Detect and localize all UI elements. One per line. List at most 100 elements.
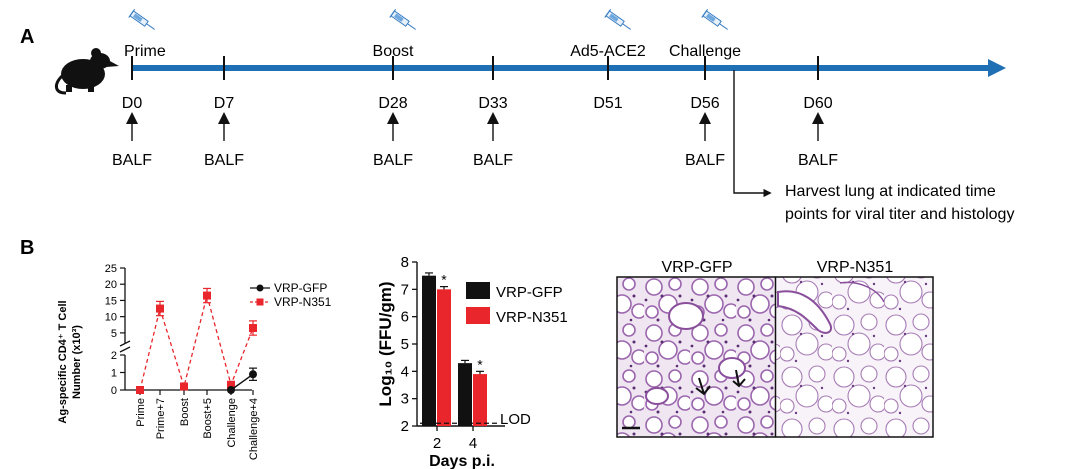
- bar-legend-vrp-gfp: VRP-GFP: [496, 284, 563, 301]
- day-label: D60: [803, 95, 832, 112]
- line-ytick-label: 15: [105, 295, 117, 307]
- point-vrp-n351: [136, 386, 144, 394]
- line-ytick-label: 25: [105, 263, 117, 275]
- histology-label-right: VRP-N351: [817, 259, 894, 276]
- syringe-icon: [389, 8, 416, 30]
- timeline-events: Prime Boost Ad5-ACE2 Challenge: [124, 8, 741, 60]
- event-label: Prime: [124, 43, 166, 60]
- line-chart-yticks: 5 10 15 20 25 0 1 2: [105, 263, 125, 397]
- timeline-arrowhead: [988, 59, 1006, 77]
- bar-legend-swatch-vrp-n351: [466, 307, 490, 324]
- day-label: D56: [690, 95, 719, 112]
- event-label: Ad5-ACE2: [570, 43, 646, 60]
- bar-chart-yticks: 2 3 4 5 6 7 8: [401, 254, 417, 435]
- bar-ytick-label: 4: [401, 363, 409, 380]
- line-xtick-label: Prime+7: [155, 398, 167, 439]
- line-ytick-label: 5: [111, 328, 117, 340]
- bar-chart-legend: VRP-GFP VRP-N351: [466, 282, 568, 326]
- timeline-days: D0 BALF D7 BALF D28 BALF D33 BALF D51 D56 BALF D60 B…: [112, 95, 838, 169]
- line-chart-xticks: Prime Prime+7 Boost Boost+5 Challenge Challen…: [135, 390, 260, 460]
- line-xtick-label: Boost+5: [202, 398, 214, 439]
- line-chart-ylabel-1: Ag-specific CD4⁺ T Cell: [57, 300, 69, 423]
- harvest-arrow: [733, 70, 772, 198]
- point-vrp-n351: [203, 291, 211, 300]
- balf-arrowhead: [487, 112, 499, 124]
- bar-ytick-label: 7: [401, 281, 409, 298]
- day-label: D51: [593, 95, 622, 112]
- point-vrp-gfp: [249, 370, 257, 379]
- point-vrp-gfp: [227, 386, 235, 394]
- line-chart-ylabel-2: Number (x10³): [71, 325, 83, 399]
- line-xtick-label: Challenge+4: [248, 398, 260, 460]
- balf-arrowhead: [812, 112, 824, 124]
- mouse-icon: [55, 48, 119, 95]
- panel-b-label: B: [20, 237, 34, 259]
- bar-ytick-label: 3: [401, 391, 409, 408]
- balf-arrowhead: [218, 112, 230, 124]
- histology-label-left: VRP-GFP: [661, 259, 732, 276]
- balf-label: BALF: [798, 152, 838, 169]
- point-vrp-n351: [249, 324, 257, 333]
- point-vrp-n351: [156, 304, 164, 313]
- bar-chart-xlabel: Days p.i.: [429, 453, 495, 469]
- balf-label: BALF: [685, 152, 725, 169]
- line-xtick-label: Prime: [135, 398, 147, 427]
- point-vrp-n351: [227, 380, 235, 389]
- significance-star: *: [477, 356, 483, 372]
- balf-arrowhead: [126, 112, 138, 124]
- bar-vrp-gfp: [458, 363, 472, 426]
- bar-xtick-label: 2: [433, 435, 441, 452]
- lod-label: LOD: [500, 411, 531, 428]
- legend-marker-vrp-gfp: [256, 284, 264, 292]
- line-legend-vrp-n351: VRP-N351: [274, 295, 332, 309]
- bar-ytick-label: 2: [401, 418, 409, 435]
- legend-marker-vrp-n351: [256, 298, 264, 306]
- panel-a-label: A: [20, 26, 34, 48]
- bar-ytick-label: 8: [401, 254, 409, 271]
- balf-label: BALF: [373, 152, 413, 169]
- day-label: D33: [478, 95, 507, 112]
- lesion-arrow-1: [695, 377, 711, 396]
- line-xtick-label: Boost: [179, 398, 191, 426]
- series-line-vrp-n351: [139, 293, 254, 391]
- line-chart-legend: VRP-GFP VRP-N351: [250, 281, 332, 309]
- balf-label: BALF: [112, 152, 152, 169]
- significance-star: *: [441, 272, 447, 288]
- bar-legend-swatch-vrp-gfp: [466, 282, 490, 299]
- bar-legend-vrp-n351: VRP-N351: [496, 309, 568, 326]
- harvest-text-line-2: points for viral titer and histology: [785, 206, 1014, 223]
- bar-chart-ylabel: Log₁₀ (FFU/gm): [376, 281, 395, 406]
- bar-xtick-label: 4: [469, 435, 477, 452]
- event-label: Boost: [373, 43, 414, 60]
- line-xtick-label: Challenge: [226, 398, 238, 448]
- timeline-ticks: [131, 56, 819, 80]
- timeline: [131, 59, 1006, 77]
- point-vrp-n351: [180, 382, 188, 391]
- balf-arrowhead: [387, 112, 399, 124]
- histology-frame: [616, 276, 934, 438]
- day-label: D28: [378, 95, 407, 112]
- bar-vrp-gfp: [422, 275, 436, 426]
- line-chart-axes: [119, 268, 252, 391]
- line-ytick-label: 1: [111, 368, 117, 380]
- line-legend-vrp-gfp: VRP-GFP: [274, 281, 327, 295]
- line-ytick-label: 20: [105, 279, 117, 291]
- line-ytick-label: 2: [111, 350, 117, 362]
- syringe-icon: [604, 8, 631, 30]
- bar-ytick-label: 5: [401, 336, 409, 353]
- syringe-icon: [701, 8, 728, 30]
- balf-label: BALF: [204, 152, 244, 169]
- day-label: D0: [122, 95, 143, 112]
- event-label: Challenge: [669, 43, 741, 60]
- bar-vrp-n351: [437, 289, 451, 426]
- line-ytick-label: 10: [105, 312, 117, 324]
- syringe-icon: [128, 8, 155, 30]
- histology-image-left: [617, 277, 775, 437]
- lesion-arrow-2: [732, 369, 746, 388]
- balf-arrowhead: [699, 112, 711, 124]
- histology-image-right: [776, 277, 933, 437]
- bar-chart-bars: **: [422, 272, 487, 426]
- line-chart-series: [136, 287, 257, 394]
